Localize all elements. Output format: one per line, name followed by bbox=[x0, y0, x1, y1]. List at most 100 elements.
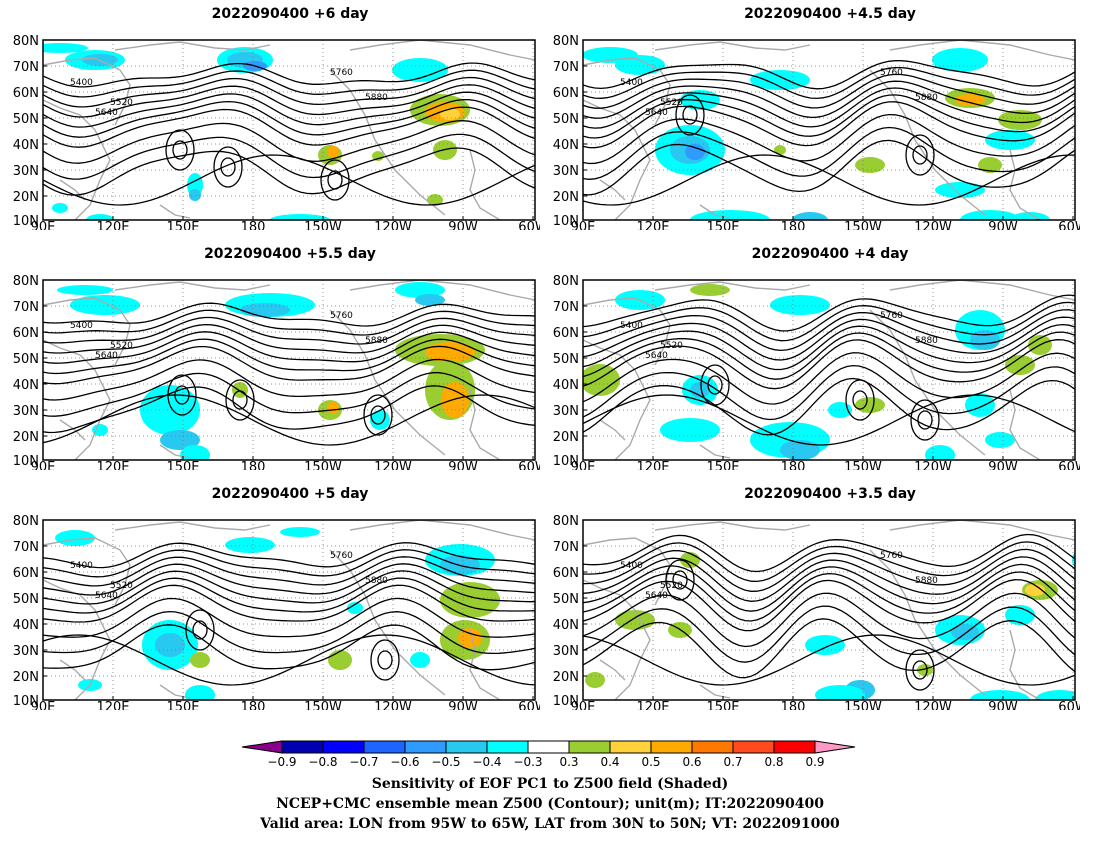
lat-tick-label: 80N bbox=[13, 34, 39, 49]
coastline bbox=[583, 537, 671, 606]
z500-contour bbox=[43, 147, 535, 196]
coastline bbox=[59, 179, 86, 201]
coastline bbox=[583, 99, 651, 220]
z500-contour bbox=[43, 154, 535, 206]
z500-contour bbox=[43, 84, 535, 118]
closed-contour bbox=[905, 649, 935, 691]
lon-tick-label: 90E bbox=[571, 220, 596, 230]
lat-tick-label: 50N bbox=[13, 112, 39, 127]
z500-contour bbox=[583, 309, 1075, 352]
z500-contour bbox=[583, 87, 1075, 129]
contour-label: 5880 bbox=[365, 93, 388, 103]
sensitivity-shade bbox=[86, 214, 114, 220]
contour-label: 5880 bbox=[365, 336, 388, 346]
caption-line-3: Valid area: LON from 95W to 65W, LAT fro… bbox=[260, 816, 840, 832]
z500-contour bbox=[43, 563, 535, 596]
colorbar-arrow-left bbox=[241, 740, 283, 754]
lon-tick-label: 90E bbox=[571, 700, 596, 710]
z500-contour bbox=[43, 345, 535, 385]
lon-tick-label: 120W bbox=[914, 700, 952, 710]
coastline bbox=[1009, 149, 1041, 220]
z500-contour bbox=[43, 120, 535, 164]
lat-tick-label: 30N bbox=[13, 164, 39, 179]
closed-contour bbox=[917, 410, 933, 430]
sensitivity-shade bbox=[690, 382, 710, 398]
colorbar-tick-label: −0.3 bbox=[513, 755, 543, 769]
lat-tick-label: 50N bbox=[553, 592, 579, 607]
sensitivity-shade bbox=[1010, 212, 1050, 220]
z500-contour bbox=[583, 548, 1075, 592]
sensitivity-shade bbox=[685, 144, 705, 160]
z500-contour bbox=[43, 584, 535, 623]
lon-tick-label: 60W bbox=[518, 220, 540, 230]
z500-contour bbox=[583, 301, 1075, 342]
lat-tick-label: 20N bbox=[553, 430, 579, 445]
lat-tick-label: 20N bbox=[553, 190, 579, 205]
z500-contour bbox=[43, 76, 535, 108]
lon-tick-label: 60W bbox=[518, 700, 540, 710]
z500-contour bbox=[43, 358, 535, 401]
contour-label: 5520 bbox=[660, 581, 683, 591]
z500-contour bbox=[43, 309, 535, 336]
coastline bbox=[469, 149, 501, 220]
z500-contour bbox=[43, 316, 535, 345]
sensitivity-shade bbox=[1035, 690, 1075, 700]
z500-contour bbox=[583, 94, 1075, 139]
sensitivity-shade bbox=[327, 146, 339, 158]
z500-contour bbox=[583, 541, 1075, 583]
colorbar-swatch bbox=[404, 740, 447, 754]
z500-contour bbox=[583, 80, 1075, 119]
colorbar-tick-label: −0.4 bbox=[472, 755, 502, 769]
coastline bbox=[1009, 389, 1041, 460]
closed-contour bbox=[370, 639, 400, 681]
z500-contour bbox=[583, 339, 1075, 390]
colorbar-tick-label: 0.9 bbox=[805, 755, 825, 769]
z500-contour bbox=[583, 618, 1075, 679]
contour-label: 5400 bbox=[620, 78, 643, 88]
coastline bbox=[43, 297, 131, 366]
coastline bbox=[583, 297, 671, 366]
sensitivity-shade bbox=[1005, 605, 1035, 625]
coastline bbox=[1009, 629, 1041, 700]
contour-label: 5520 bbox=[110, 341, 133, 351]
z500-contour bbox=[583, 556, 1075, 602]
lat-tick-label: 40N bbox=[553, 138, 579, 153]
lon-tick-label: 150E bbox=[706, 220, 739, 230]
lon-tick-label: 150W bbox=[844, 700, 882, 710]
contour-label: 5760 bbox=[330, 551, 353, 561]
closed-contour bbox=[665, 559, 695, 601]
z500-contour bbox=[43, 69, 535, 98]
sensitivity-shade bbox=[955, 94, 985, 106]
closed-contour bbox=[213, 146, 243, 188]
colorbar-tick-label: 0.5 bbox=[641, 755, 661, 769]
lon-tick-label: 150E bbox=[706, 700, 739, 710]
colorbar-swatch bbox=[363, 740, 406, 754]
z500-contour bbox=[43, 394, 535, 446]
z500-contour bbox=[43, 634, 535, 686]
sensitivity-shade bbox=[615, 55, 665, 75]
sensitivity-shade bbox=[770, 295, 830, 315]
z500-contour bbox=[43, 385, 535, 434]
closed-contour bbox=[377, 650, 393, 670]
coastline bbox=[114, 281, 271, 291]
sensitivity-shade bbox=[998, 110, 1042, 130]
sensitivity-shade bbox=[985, 130, 1035, 150]
colorbar-tick-label: −0.7 bbox=[349, 755, 379, 769]
lat-tick-label: 50N bbox=[13, 592, 39, 607]
lon-tick-label: 150W bbox=[844, 220, 882, 230]
sensitivity-shade bbox=[185, 685, 215, 700]
lon-tick-label: 90W bbox=[448, 220, 478, 230]
sensitivity-shade bbox=[1025, 584, 1045, 596]
lon-tick-label: 120E bbox=[636, 460, 669, 470]
lat-tick-label: 60N bbox=[553, 86, 579, 101]
z500-contour bbox=[43, 91, 535, 128]
z500-contour bbox=[583, 579, 1075, 632]
closed-contour bbox=[192, 620, 208, 640]
contour-label: 5520 bbox=[110, 581, 133, 591]
lat-tick-label: 40N bbox=[13, 138, 39, 153]
lon-tick-label: 90W bbox=[448, 700, 478, 710]
coastline bbox=[43, 57, 131, 126]
z500-contour bbox=[43, 338, 535, 375]
